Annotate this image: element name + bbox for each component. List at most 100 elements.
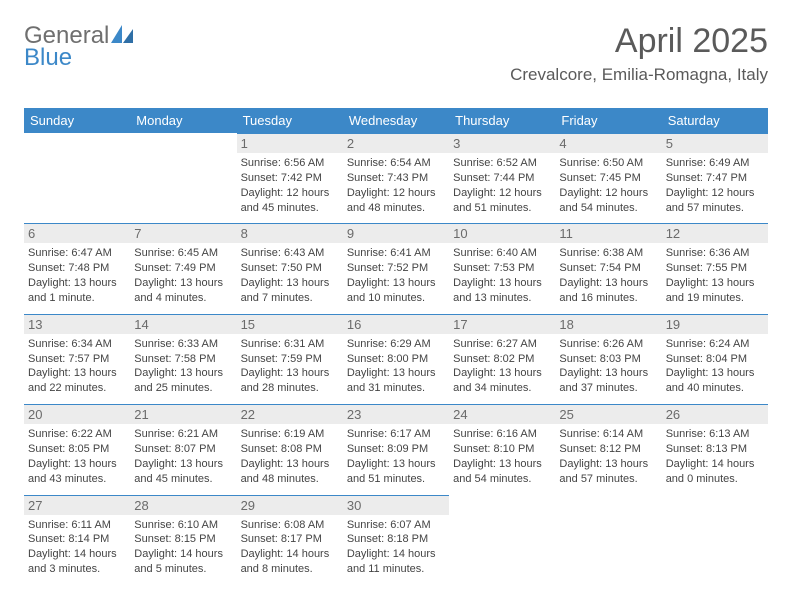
day-number: 21 xyxy=(130,404,236,424)
sunset-line: Sunset: 8:12 PM xyxy=(559,442,657,457)
calendar-empty-cell xyxy=(130,133,236,223)
day-number: 2 xyxy=(343,133,449,153)
daylight-line: Daylight: 13 hours and 45 minutes. xyxy=(134,457,232,487)
calendar-day-cell: 3Sunrise: 6:52 AMSunset: 7:44 PMDaylight… xyxy=(449,133,555,223)
calendar-day-cell: 5Sunrise: 6:49 AMSunset: 7:47 PMDaylight… xyxy=(662,133,768,223)
sunrise-line: Sunrise: 6:08 AM xyxy=(241,518,339,533)
day-number: 23 xyxy=(343,404,449,424)
sunrise-line: Sunrise: 6:36 AM xyxy=(666,246,764,261)
daylight-line: Daylight: 13 hours and 25 minutes. xyxy=(134,366,232,396)
calendar-day-cell: 25Sunrise: 6:14 AMSunset: 8:12 PMDayligh… xyxy=(555,404,661,494)
daylight-line: Daylight: 13 hours and 40 minutes. xyxy=(666,366,764,396)
calendar-day-cell: 26Sunrise: 6:13 AMSunset: 8:13 PMDayligh… xyxy=(662,404,768,494)
calendar-day-cell: 19Sunrise: 6:24 AMSunset: 8:04 PMDayligh… xyxy=(662,314,768,404)
sunrise-line: Sunrise: 6:24 AM xyxy=(666,337,764,352)
sunset-line: Sunset: 8:02 PM xyxy=(453,352,551,367)
brand-logo: General Blue xyxy=(24,24,133,70)
daylight-line: Daylight: 13 hours and 28 minutes. xyxy=(241,366,339,396)
calendar-day-cell: 13 Sunrise: 6:34 AMSunset: 7:57 PMDayligh… xyxy=(24,314,130,404)
calendar-empty-cell xyxy=(24,133,130,223)
dayname-header: Saturday xyxy=(662,108,768,133)
sunset-line: Sunset: 7:55 PM xyxy=(666,261,764,276)
calendar-day-cell: 20Sunrise: 6:22 AMSunset: 8:05 PMDayligh… xyxy=(24,404,130,494)
sunset-line: Sunset: 8:18 PM xyxy=(347,532,445,547)
page: General Blue April 2025 Crevalcore, Emil… xyxy=(0,0,792,612)
daylight-line: Daylight: 12 hours and 48 minutes. xyxy=(347,186,445,216)
sunrise-line: Sunrise: 6:19 AM xyxy=(241,427,339,442)
sunset-line: Sunset: 7:42 PM xyxy=(241,171,339,186)
daylight-line: Daylight: 13 hours and 37 minutes. xyxy=(559,366,657,396)
sunset-line: Sunset: 7:44 PM xyxy=(453,171,551,186)
day-number: 5 xyxy=(662,133,768,153)
title-block: April 2025 Crevalcore, Emilia-Romagna, I… xyxy=(510,22,768,85)
calendar-day-cell: 18Sunrise: 6:26 AMSunset: 8:03 PMDayligh… xyxy=(555,314,661,404)
sunset-line: Sunset: 7:49 PM xyxy=(134,261,232,276)
day-number: 3 xyxy=(449,133,555,153)
sunrise-line: Sunrise: 6:38 AM xyxy=(559,246,657,261)
sunrise-line: Sunrise: 6:27 AM xyxy=(453,337,551,352)
sunset-line: Sunset: 8:08 PM xyxy=(241,442,339,457)
calendar-day-cell: 2Sunrise: 6:54 AMSunset: 7:43 PMDaylight… xyxy=(343,133,449,223)
day-number: 20 xyxy=(24,404,130,424)
dayname-header: Sunday xyxy=(24,108,130,133)
calendar-day-cell: 16Sunrise: 6:29 AMSunset: 8:00 PMDayligh… xyxy=(343,314,449,404)
daylight-line: Daylight: 13 hours and 10 minutes. xyxy=(347,276,445,306)
sunset-line: Sunset: 7:52 PM xyxy=(347,261,445,276)
day-number: 10 xyxy=(449,223,555,243)
calendar-week-row: 27Sunrise: 6:11 AMSunset: 8:14 PMDayligh… xyxy=(24,495,768,585)
sunset-line: Sunset: 8:13 PM xyxy=(666,442,764,457)
daylight-line: Daylight: 13 hours and 7 minutes. xyxy=(241,276,339,306)
sunrise-line: Sunrise: 6:43 AM xyxy=(241,246,339,261)
daylight-line: Daylight: 13 hours and 48 minutes. xyxy=(241,457,339,487)
dayname-header: Thursday xyxy=(449,108,555,133)
calendar-day-cell: 23Sunrise: 6:17 AMSunset: 8:09 PMDayligh… xyxy=(343,404,449,494)
daylight-line: Daylight: 13 hours and 16 minutes. xyxy=(559,276,657,306)
calendar-empty-cell xyxy=(662,495,768,585)
daylight-line: Daylight: 13 hours and 43 minutes. xyxy=(28,457,126,487)
sunrise-line: Sunrise: 6:31 AM xyxy=(241,337,339,352)
day-number: 18 xyxy=(555,314,661,334)
calendar-day-cell: 4Sunrise: 6:50 AMSunset: 7:45 PMDaylight… xyxy=(555,133,661,223)
calendar-day-cell: 10 Sunrise: 6:40 AMSunset: 7:53 PMDayligh… xyxy=(449,223,555,313)
sunset-line: Sunset: 8:15 PM xyxy=(134,532,232,547)
day-number: 13 xyxy=(24,314,130,334)
sail-icon xyxy=(111,25,133,43)
calendar-day-cell: 7Sunrise: 6:45 AMSunset: 7:49 PMDaylight… xyxy=(130,223,236,313)
daylight-line: Daylight: 14 hours and 0 minutes. xyxy=(666,457,764,487)
daylight-line: Daylight: 14 hours and 8 minutes. xyxy=(241,547,339,577)
sunrise-line: Sunrise: 6:40 AM xyxy=(453,246,551,261)
daylight-line: Daylight: 13 hours and 1 minute. xyxy=(28,276,126,306)
sunset-line: Sunset: 7:58 PM xyxy=(134,352,232,367)
title-location: Crevalcore, Emilia-Romagna, Italy xyxy=(510,65,768,85)
calendar-day-cell: 21Sunrise: 6:21 AMSunset: 8:07 PMDayligh… xyxy=(130,404,236,494)
sunset-line: Sunset: 8:14 PM xyxy=(28,532,126,547)
sunset-line: Sunset: 7:54 PM xyxy=(559,261,657,276)
calendar-empty-cell xyxy=(555,495,661,585)
daylight-line: Daylight: 13 hours and 4 minutes. xyxy=(134,276,232,306)
calendar-day-cell: 6Sunrise: 6:47 AMSunset: 7:48 PMDaylight… xyxy=(24,223,130,313)
daylight-line: Daylight: 13 hours and 13 minutes. xyxy=(453,276,551,306)
day-number: 9 xyxy=(343,223,449,243)
day-number: 25 xyxy=(555,404,661,424)
sunrise-line: Sunrise: 6:29 AM xyxy=(347,337,445,352)
daylight-line: Daylight: 13 hours and 34 minutes. xyxy=(453,366,551,396)
calendar-day-cell: 11Sunrise: 6:38 AMSunset: 7:54 PMDayligh… xyxy=(555,223,661,313)
sunset-line: Sunset: 8:10 PM xyxy=(453,442,551,457)
daylight-line: Daylight: 13 hours and 54 minutes. xyxy=(453,457,551,487)
dayname-header: Wednesday xyxy=(343,108,449,133)
daylight-line: Daylight: 12 hours and 54 minutes. xyxy=(559,186,657,216)
sunset-line: Sunset: 7:48 PM xyxy=(28,261,126,276)
day-number: 12 xyxy=(662,223,768,243)
sunrise-line: Sunrise: 6:34 AM xyxy=(28,337,126,352)
daylight-line: Daylight: 13 hours and 22 minutes. xyxy=(28,366,126,396)
sunrise-line: Sunrise: 6:41 AM xyxy=(347,246,445,261)
calendar-header-row: SundayMondayTuesdayWednesdayThursdayFrid… xyxy=(24,108,768,133)
calendar-day-cell: 15Sunrise: 6:31 AMSunset: 7:59 PMDayligh… xyxy=(237,314,343,404)
sunset-line: Sunset: 7:53 PM xyxy=(453,261,551,276)
day-number: 22 xyxy=(237,404,343,424)
calendar-day-cell: 24Sunrise: 6:16 AMSunset: 8:10 PMDayligh… xyxy=(449,404,555,494)
dayname-header: Tuesday xyxy=(237,108,343,133)
sunset-line: Sunset: 8:05 PM xyxy=(28,442,126,457)
day-number: 16 xyxy=(343,314,449,334)
sunset-line: Sunset: 7:57 PM xyxy=(28,352,126,367)
